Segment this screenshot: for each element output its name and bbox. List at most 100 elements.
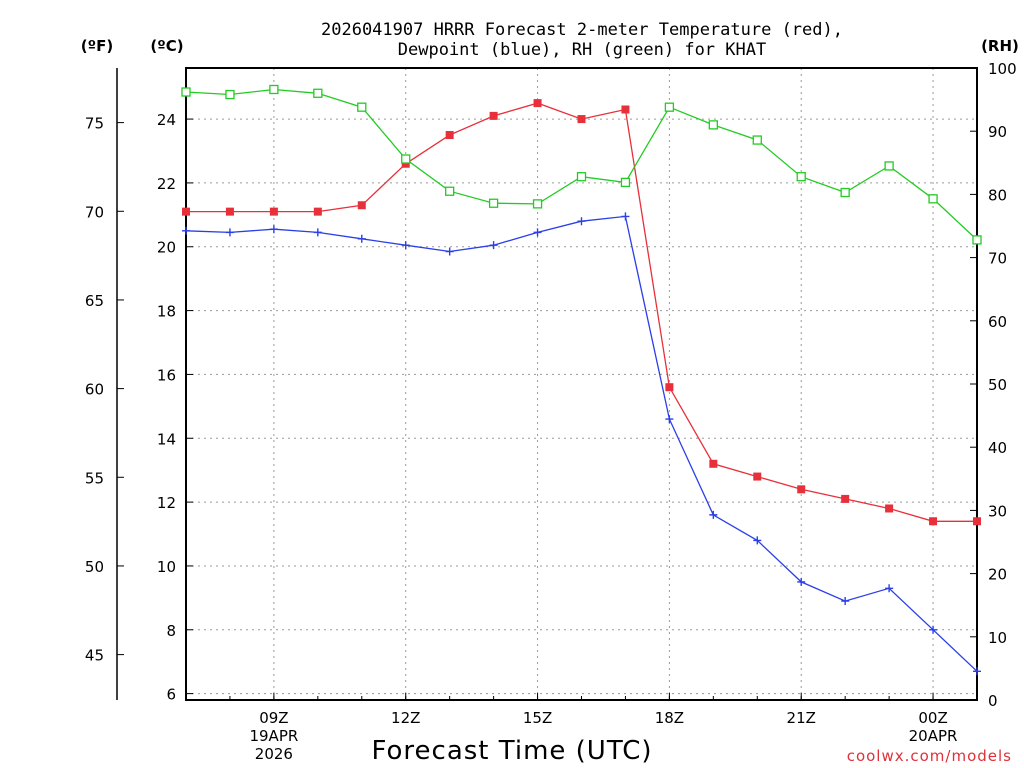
temperature-point-18Z [665,383,674,392]
x-axis-label: Forecast Time (UTC) [371,736,652,766]
rh-point-20Z [752,135,762,145]
celsius-tick-label-10: 10 [157,558,176,576]
x-tick-label-18Z: 18Z [655,709,684,727]
fahrenheit-unit-label: (ºF) [81,37,113,55]
temperature-point-21Z [797,485,806,494]
dewpoint-point-07Z [182,226,190,235]
data-series [181,84,982,676]
fahrenheit-tick-label-75: 75 [85,115,104,133]
temperature-point-07Z [182,207,190,216]
dewpoint-point-21Z [797,577,806,586]
celsius-tick-label-14: 14 [157,430,176,448]
fahrenheit-tick-label-45: 45 [85,647,104,665]
celsius-tick-label-18: 18 [157,303,176,321]
x-tick-label-15Z: 15Z [523,709,552,727]
rh-point-19Z [708,120,718,130]
temperature-point-13Z [445,131,454,140]
dewpoint-point-20Z [753,536,762,545]
rh-tick-label-80: 80 [988,186,1007,204]
rh-unit-label: (RH) [981,37,1019,55]
rh-point-08Z [225,89,235,100]
fahrenheit-tick-label-65: 65 [85,292,104,310]
dewpoint-point-15Z [533,228,542,237]
dewpoint-point-14Z [489,241,498,250]
rh-tick-label-40: 40 [988,439,1007,457]
celsius-tick-label-16: 16 [157,366,176,384]
rh-point-23Z [884,161,894,171]
rh-point-18Z [664,102,675,112]
chart-title-line-1: 2026041907 HRRR Forecast 2-meter Tempera… [321,20,843,40]
temperature-point-17Z [621,105,630,114]
rh-point-01Z [972,235,982,245]
rh-tick-label-20: 20 [988,566,1007,584]
x-tick-label-20APR: 20APR [909,727,958,745]
rh-tick-label-0: 0 [988,692,998,710]
rh-tick-label-10: 10 [988,629,1007,647]
rh-point-11Z [357,102,367,112]
temperature-point-01Z [973,517,981,526]
chart-title-line-2: Dewpoint (blue), RH (green) for KHAT [398,40,766,60]
dewpoint-point-16Z [577,217,586,226]
temperature-point-08Z [225,207,234,216]
fahrenheit-tick-label-55: 55 [85,469,104,487]
rh-point-07Z [181,87,191,97]
celsius-tick-label-8: 8 [166,622,176,640]
celsius-tick-label-12: 12 [157,494,176,512]
temperature-point-16Z [577,115,586,124]
rh-tick-label-90: 90 [988,123,1007,141]
credit-text: coolwx.com/models [847,747,1012,765]
rh-point-22Z [840,187,850,198]
temperature-point-23Z [885,504,894,513]
rh-tick-label-50: 50 [988,376,1007,394]
temperature-point-00Z [929,517,938,526]
x-tick-label-00Z: 00Z [918,709,947,727]
plot-frame [185,67,978,701]
temperature-point-10Z [313,207,322,216]
dewpoint-point-18Z [665,415,674,424]
rh-tick-label-70: 70 [988,250,1007,268]
x-tick-label-21Z: 21Z [787,709,816,727]
rh-point-15Z [532,199,543,209]
temperature-point-14Z [489,111,498,120]
x-tick-label-2026: 2026 [255,745,293,763]
rh-point-21Z [796,172,806,182]
temperature-point-20Z [753,472,762,481]
celsius-tick-label-24: 24 [157,111,176,129]
celsius-tick-label-22: 22 [157,175,176,193]
dewpoint-point-11Z [357,234,366,243]
rh-point-14Z [488,198,499,208]
fahrenheit-tick-label-70: 70 [85,203,104,221]
rh-point-13Z [445,186,455,196]
dewpoint-point-22Z [841,597,850,606]
dewpoint-point-01Z [973,667,981,676]
dewpoint-point-17Z [621,212,630,221]
dewpoint-point-12Z [401,241,410,250]
temperature-point-19Z [709,459,718,468]
dewpoint-point-08Z [225,228,234,237]
temperature-point-12Z [401,159,410,168]
rh-point-17Z [620,177,631,188]
temperature-point-22Z [841,494,850,503]
celsius-tick-label-20: 20 [157,239,176,257]
x-tick-label-12Z: 12Z [391,709,420,727]
dewpoint-point-13Z [445,247,454,256]
dewpoint-point-19Z [709,510,718,519]
temperature-point-09Z [269,207,278,216]
fahrenheit-tick-label-50: 50 [85,558,104,576]
dewpoint-point-00Z [929,625,938,634]
celsius-tick-label-6: 6 [166,686,176,704]
x-tick-label-09Z: 09Z [259,709,288,727]
rh-tick-label-60: 60 [988,313,1007,331]
celsius-unit-label: (ºC) [150,37,183,55]
dewpoint-point-09Z [269,225,278,234]
dewpoint-point-23Z [885,584,894,593]
x-tick-label-19APR: 19APR [249,727,298,745]
rh-point-12Z [401,154,411,164]
rh-tick-label-30: 30 [988,502,1007,520]
dewpoint-line [185,215,978,672]
rh-point-16Z [576,172,587,182]
temperature-point-11Z [357,201,366,210]
rh-point-00Z [928,194,938,204]
